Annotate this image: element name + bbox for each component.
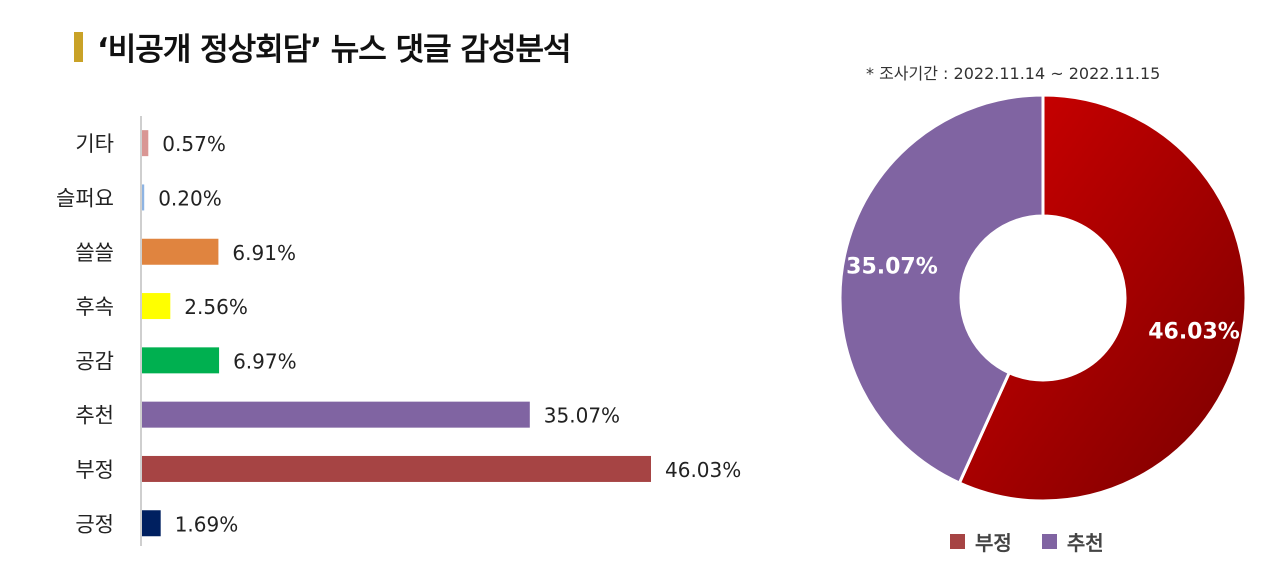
bar-value-label: 35.07%	[544, 404, 620, 428]
title-block: ‘비공개 정상회담’ 뉴스 댓글 감성분석	[74, 24, 572, 69]
survey-period-note: * 조사기간 : 2022.11.14 ~ 2022.11.15	[866, 64, 1161, 83]
bar-value-label: 6.97%	[233, 349, 297, 373]
bar-7	[142, 510, 161, 537]
bar-category-label: 긍정	[75, 512, 114, 536]
donut-legend: 부정 추천	[950, 527, 1134, 556]
donut-slice-1	[838, 93, 1045, 485]
bar-2	[142, 238, 219, 265]
bar-3	[142, 293, 171, 320]
donut-value-label: 46.03%	[1148, 320, 1240, 345]
bar-category-label: 슬퍼요	[56, 186, 114, 210]
legend-item-negative: 부정	[950, 527, 1012, 556]
bar-category-label: 부정	[75, 458, 114, 482]
bar-value-label: 1.69%	[175, 512, 239, 536]
bar-value-label: 46.03%	[665, 458, 741, 482]
donut-value-label: 35.07%	[846, 254, 938, 279]
legend-item-recommend: 추천	[1041, 527, 1104, 556]
bar-value-label: 0.20%	[158, 186, 222, 210]
bar-category-label: 후속	[75, 295, 114, 319]
bar-category-label: 추천	[75, 404, 114, 428]
bar-4	[142, 347, 220, 374]
bar-6	[142, 455, 651, 482]
legend-swatch-negative	[950, 534, 965, 549]
bar-category-label: 공감	[75, 349, 114, 373]
bar-category-label: 쓸쓸	[75, 241, 114, 265]
legend-label-negative: 부정	[975, 531, 1012, 555]
legend-swatch-recommend	[1041, 534, 1057, 549]
bar-category-label: 기타	[75, 132, 114, 156]
bar-value-label: 0.57%	[162, 132, 226, 156]
bar-0	[142, 130, 149, 157]
bar-value-label: 2.56%	[184, 295, 248, 319]
donut-slice-0	[957, 93, 1248, 503]
chart-title: ‘비공개 정상회담’ 뉴스 댓글 감성분석	[97, 32, 572, 68]
bar-5	[142, 401, 530, 428]
bar-1	[142, 184, 145, 211]
title-accent-bar	[74, 31, 83, 62]
legend-label-recommend: 추천	[1066, 531, 1104, 555]
bar-value-label: 6.91%	[232, 241, 296, 265]
bar-chart: 기타 0.57% 슬퍼요 0.20% 쓸쓸 6.91% 후속 2.56% 공감 6.97% 추천 35…	[56, 116, 741, 546]
